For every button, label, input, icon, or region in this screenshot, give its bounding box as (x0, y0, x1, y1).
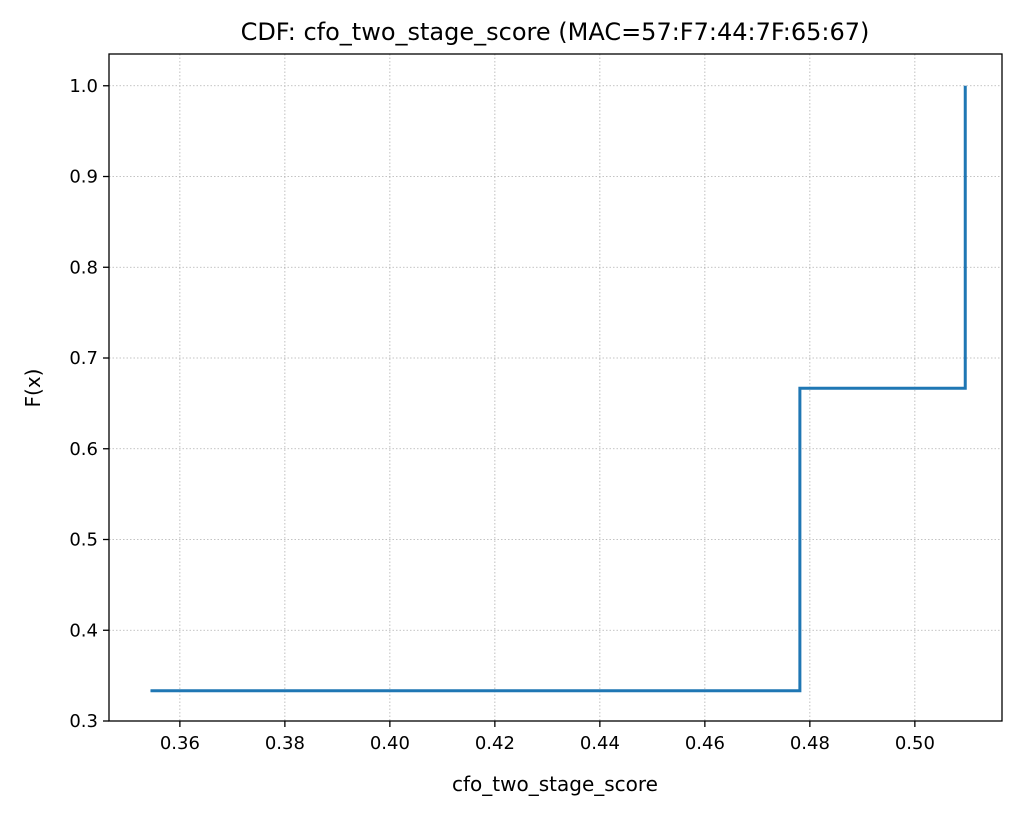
y-axis-label: F(x) (21, 369, 45, 408)
y-tick-label: 0.8 (69, 257, 98, 278)
cdf-step-line (150, 85, 967, 693)
x-axis-label: cfo_two_stage_score (452, 772, 658, 796)
x-tick-label: 0.42 (475, 733, 515, 754)
x-axis-ticks: 0.36 0.38 0.40 0.42 0.44 0.46 0.48 0.50 (160, 721, 935, 754)
y-tick-label: 0.9 (69, 167, 98, 188)
plot-area (150, 85, 967, 693)
y-axis-ticks: 0.3 0.4 0.5 0.6 0.7 0.8 0.9 1.0 (69, 76, 109, 732)
x-tick-label: 0.38 (265, 733, 305, 754)
x-tick-label: 0.50 (895, 733, 935, 754)
y-tick-label: 1.0 (69, 76, 98, 97)
x-tick-label: 0.44 (580, 733, 620, 754)
axes-frame (108, 53, 1003, 722)
y-tick-label: 0.3 (69, 711, 98, 732)
x-tick-label: 0.48 (790, 733, 830, 754)
y-tick-label: 0.6 (69, 439, 98, 460)
x-tick-label: 0.40 (370, 733, 410, 754)
x-tick-label: 0.46 (685, 733, 725, 754)
chart-title: CDF: cfo_two_stage_score (MAC=57:F7:44:7… (241, 18, 870, 46)
y-tick-label: 0.5 (69, 530, 98, 551)
y-tick-label: 0.7 (69, 348, 98, 369)
y-tick-label: 0.4 (69, 620, 98, 641)
x-tick-label: 0.36 (160, 733, 200, 754)
